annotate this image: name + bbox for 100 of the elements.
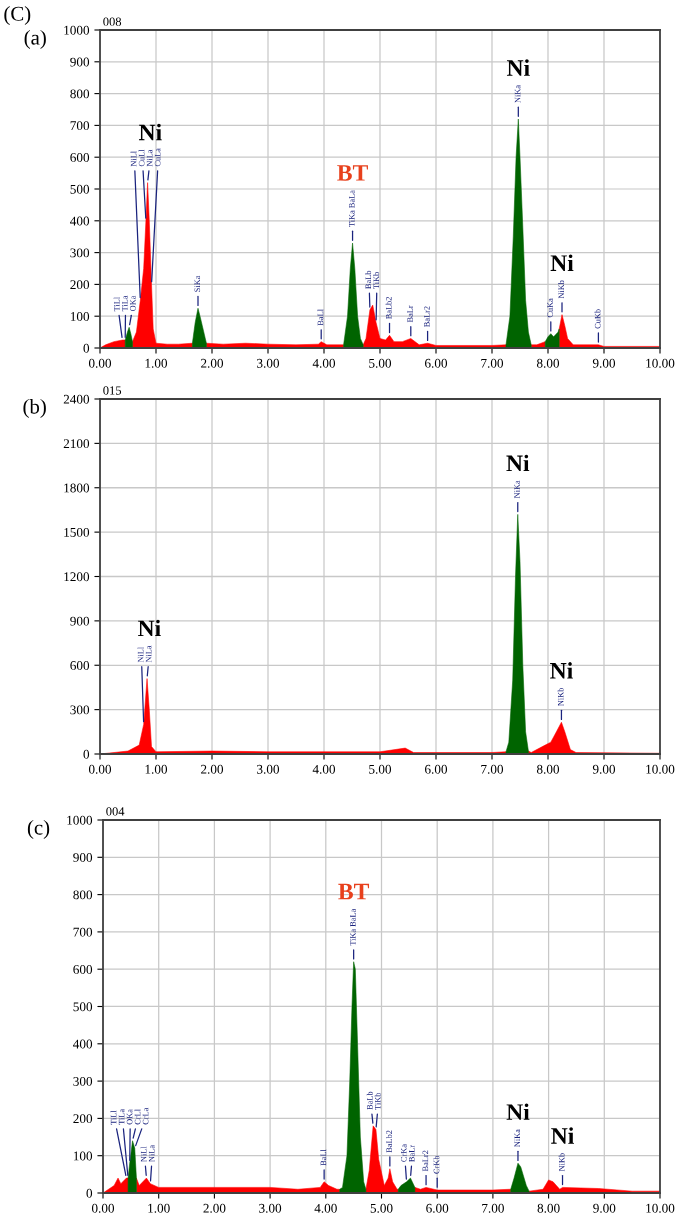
x-tick-label: 2.00: [201, 764, 224, 774]
annotation: CuLl: [138, 149, 145, 167]
y-tick-label: 300: [70, 705, 90, 715]
y-tick-label: 900: [73, 853, 93, 863]
annotation: OKa: [130, 295, 136, 311]
x-tick-label: 1.00: [145, 764, 168, 774]
annotation: OKa: [126, 1109, 133, 1125]
annotation: CrLl: [134, 1109, 141, 1125]
annotation: BaLb: [365, 270, 372, 289]
annotation: NiKa: [514, 85, 521, 103]
annotation: CrKb: [433, 1155, 440, 1174]
x-tick-label: 5.00: [369, 358, 392, 368]
x-tick-label: 8.00: [537, 1203, 560, 1213]
annotation: Ni: [138, 619, 161, 637]
y-tick-label: 700: [70, 121, 90, 131]
y-tick-label: 200: [70, 280, 90, 290]
y-tick-label: 800: [73, 890, 93, 900]
annotation: BaLr: [409, 1145, 415, 1162]
x-tick-label: 2.00: [203, 1203, 226, 1213]
y-tick-label: 100: [70, 312, 90, 321]
annotation: NiLl: [137, 646, 144, 663]
y-tick-label: 500: [70, 184, 90, 194]
annotation: CuKa: [547, 298, 553, 318]
x-tick-label: 7.00: [481, 764, 504, 774]
annotation: BaLl: [320, 1149, 327, 1166]
y-tick-label: 1200: [64, 572, 90, 582]
annotation: TiKa BaLa: [350, 908, 356, 946]
annotation: NiKb: [558, 280, 565, 299]
x-tick-label: 1.00: [145, 358, 168, 368]
y-tick-label: 0: [86, 1188, 93, 1198]
x-tick-label: 9.00: [593, 1203, 616, 1213]
y-tick-label: 200: [73, 1114, 93, 1124]
x-tick-label: 8.00: [536, 764, 560, 774]
annotation: CrKa: [401, 1144, 407, 1162]
x-tick-label: 4.00: [312, 764, 336, 774]
y-tick-label: 1000: [67, 815, 93, 825]
x-tick-label: 6.00: [426, 1203, 449, 1213]
annotation: NiKb: [557, 688, 564, 706]
x-tick-label: 10.00: [646, 358, 675, 368]
y-tick-label: 1800: [64, 483, 90, 493]
x-tick-label: 3.00: [259, 1203, 282, 1213]
y-tick-label: 1500: [64, 527, 90, 537]
annotation: BT: [337, 165, 368, 181]
annotation: NiKa: [514, 480, 520, 499]
annotation: Ni: [506, 59, 530, 76]
x-tick-label: 0.00: [88, 764, 112, 774]
x-tick-label: 6.00: [425, 358, 448, 368]
y-tick-label: 2100: [63, 439, 90, 449]
x-tick-label: 9.00: [592, 358, 616, 368]
y-tick-label: 800: [70, 89, 90, 99]
annotation: BT: [338, 883, 370, 900]
annotation: BaLr2: [422, 1150, 429, 1172]
annotation: CuKb: [594, 309, 601, 329]
y-tick-label: 900: [70, 57, 90, 67]
y-tick-label: 900: [70, 616, 90, 626]
annotation: TiLl: [113, 296, 120, 312]
annotation: BaLb: [366, 1091, 373, 1110]
x-tick-label: 7.00: [481, 358, 504, 368]
annotation: Ni: [550, 662, 573, 679]
y-tick-label: 1000: [64, 25, 90, 35]
annotation: NiLl: [140, 1146, 147, 1162]
x-tick-label: 6.00: [425, 764, 448, 774]
x-tick-label: 10.00: [646, 764, 675, 774]
annotation: TiKa BaLa: [349, 190, 355, 227]
annotation: BaLr2: [424, 306, 430, 327]
x-tick-label: 0.00: [91, 1203, 115, 1213]
y-tick-label: 100: [73, 1151, 93, 1161]
y-tick-label: 300: [70, 248, 90, 258]
x-tick-label: 10.00: [646, 1203, 675, 1213]
annotation: BaLb2: [386, 1130, 392, 1153]
annotation: Ni: [551, 1127, 574, 1144]
annotation: NiKb: [558, 1153, 565, 1172]
y-tick-label: 700: [73, 927, 93, 937]
x-tick-label: 2.00: [201, 358, 224, 368]
text: (C): [4, 6, 31, 25]
x-tick-label: 4.00: [314, 1203, 337, 1213]
y-tick-label: 600: [70, 661, 90, 670]
x-tick-label: 1.00: [148, 1203, 170, 1213]
annotation: NiLa: [146, 149, 153, 167]
annotation: TiLl: [110, 1110, 117, 1125]
annotation: BaLb2: [385, 297, 392, 320]
chart-subtitle: 004: [106, 807, 125, 816]
annotation: NiLl: [130, 151, 137, 167]
annotation: NiKa: [514, 1129, 521, 1147]
annotation: NiLa: [148, 1145, 155, 1162]
annotation: NiLa: [145, 645, 152, 663]
x-tick-label: 7.00: [482, 1203, 504, 1213]
x-tick-label: 8.00: [536, 358, 560, 368]
annotation: Ni: [550, 254, 574, 271]
y-tick-label: 600: [70, 153, 90, 162]
y-tick-label: 600: [73, 965, 93, 974]
y-tick-label: 0: [83, 343, 90, 353]
y-tick-label: 400: [73, 1039, 93, 1049]
x-tick-label: 9.00: [592, 764, 616, 774]
chart-title: (a): [24, 30, 46, 49]
annotation: TiLa: [118, 1108, 125, 1125]
x-tick-label: 0.00: [88, 358, 112, 368]
chart-subtitle: 015: [103, 386, 122, 395]
x-tick-label: 3.00: [257, 764, 280, 774]
chart-subtitle: 008: [103, 17, 122, 26]
